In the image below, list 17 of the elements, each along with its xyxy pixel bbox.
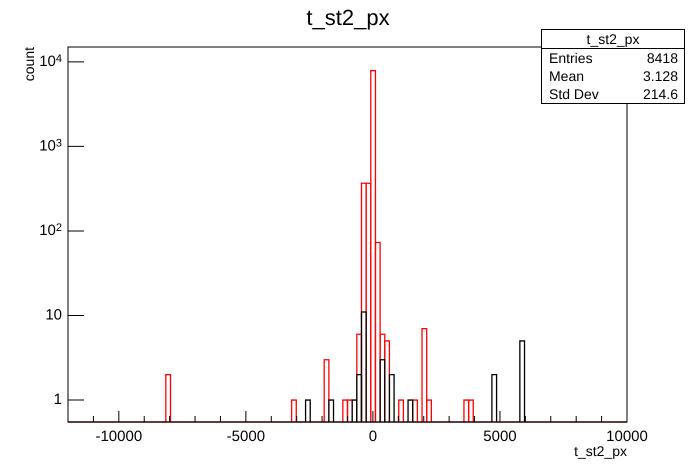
annotation: Std Dev	[549, 86, 599, 102]
annotation: Mean	[549, 68, 584, 84]
x-tick-label: 10000	[606, 428, 648, 446]
x-tick-label: -10000	[95, 428, 142, 446]
y-axis-title: count	[20, 46, 37, 82]
x-tick-label: -5000	[226, 428, 266, 446]
text: 3.128	[642, 68, 678, 84]
annotation: Entries	[549, 50, 593, 66]
text: 214.6	[642, 86, 678, 102]
text: t_st2_px	[542, 30, 684, 49]
chart-title: t_st2_px	[306, 5, 390, 30]
x-axis-title: t_st2_px	[574, 442, 627, 459]
text: 8418	[646, 50, 678, 66]
y-tick-label: 1	[54, 391, 62, 408]
y-tick-label: 10	[45, 306, 62, 324]
x-tick-label: 5000	[483, 428, 517, 446]
x-tick-label: 0	[368, 428, 378, 446]
